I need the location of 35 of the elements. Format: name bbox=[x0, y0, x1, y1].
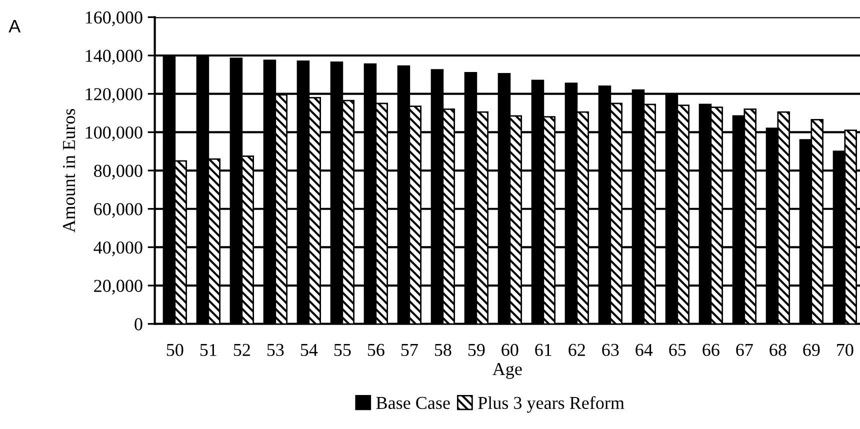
x-tick-label: 57 bbox=[401, 344, 418, 356]
x-tick-label: 61 bbox=[535, 344, 552, 356]
text: A bbox=[8, 20, 21, 32]
x-tick-label: 60 bbox=[502, 344, 518, 356]
y-tick-label: 20,000 bbox=[94, 280, 142, 295]
x-tick-label: 56 bbox=[368, 344, 384, 356]
y-tick-label: 0 bbox=[134, 318, 142, 330]
x-tick-label: 53 bbox=[267, 344, 284, 356]
x-axis-title: Age bbox=[492, 363, 522, 379]
x-tick-label: 70 bbox=[837, 344, 854, 356]
x-tick-label: 66 bbox=[702, 344, 720, 356]
y-tick-label: 80,000 bbox=[94, 164, 142, 180]
x-tick-label: 58 bbox=[434, 344, 452, 356]
x-tick-label: 52 bbox=[234, 344, 250, 356]
y-tick-label: 140,000 bbox=[86, 50, 142, 65]
x-tick-label: 62 bbox=[568, 344, 585, 356]
x-tick-label: 50 bbox=[166, 344, 184, 356]
x-tick-label: 68 bbox=[770, 344, 786, 356]
x-tick-label: 54 bbox=[300, 344, 318, 356]
y-tick-label: 120,000 bbox=[86, 88, 142, 103]
y-tick-label: 160,000 bbox=[86, 11, 142, 26]
y-tick-label: 40,000 bbox=[94, 241, 142, 256]
x-tick-label: 65 bbox=[669, 344, 686, 356]
legend-label: Plus 3 years Reform bbox=[478, 396, 624, 413]
y-axis-title: Amount in Euros bbox=[62, 108, 76, 233]
x-tick-label: 67 bbox=[736, 344, 753, 356]
x-tick-label: 59 bbox=[468, 344, 485, 356]
legend-label: Base Case bbox=[376, 396, 450, 410]
x-tick-label: 64 bbox=[636, 344, 653, 356]
x-tick-label: 55 bbox=[334, 344, 351, 356]
x-tick-label: 63 bbox=[602, 344, 619, 356]
x-tick-label: 51 bbox=[200, 344, 216, 356]
y-tick-label: 100,000 bbox=[86, 126, 142, 142]
x-tick-label: 69 bbox=[803, 344, 820, 356]
y-tick-label: 60,000 bbox=[94, 203, 142, 218]
